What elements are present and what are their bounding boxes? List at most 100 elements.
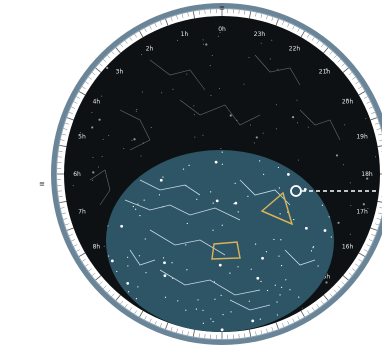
star [279,294,280,295]
star [243,84,244,85]
star [325,281,327,283]
hour-label: 19h [356,133,368,140]
star [278,255,279,256]
hour-label: 0h [218,26,226,33]
star [213,203,214,204]
star [151,127,152,128]
star [267,290,268,291]
star [363,203,365,205]
star [202,310,203,311]
star [66,254,67,255]
star [220,148,221,149]
star [222,152,223,153]
star [141,156,142,157]
star [378,284,379,285]
star [92,171,94,173]
star [165,297,166,298]
star [324,229,327,232]
star [120,225,123,228]
hour-label: 4h [93,99,101,106]
star [296,100,297,101]
hour-label: 3h [116,68,124,75]
star [277,314,278,315]
star [281,265,282,266]
star [203,39,204,40]
star [281,287,282,288]
star [65,325,66,326]
star [308,127,309,128]
star [133,138,135,140]
star [185,244,186,245]
star [247,196,248,197]
star [90,37,91,38]
star [230,114,232,116]
star [196,309,197,310]
star [212,55,213,56]
star [261,257,264,260]
star [366,177,368,179]
star [259,160,260,161]
star [277,69,278,70]
star [348,49,349,50]
star [297,122,298,123]
star [251,320,254,323]
star [336,154,338,156]
star [80,132,81,133]
hour-label: 7h [78,209,86,216]
star [251,269,252,270]
star [106,20,107,21]
star [136,298,137,299]
star [221,295,222,296]
star [91,126,93,128]
star [173,89,174,90]
star [218,36,219,37]
star [305,227,308,230]
star [153,16,154,17]
star [219,264,222,267]
star [229,273,230,274]
star [279,213,280,214]
star [215,161,218,164]
cardinal-mark-left: ≡ [39,180,45,188]
star [202,135,203,136]
hour-label: 16h [342,244,354,251]
star [249,301,250,302]
star [234,202,237,205]
star [255,244,256,245]
star [135,209,136,210]
star [136,111,137,112]
star [131,140,132,141]
star [298,160,299,161]
star [88,293,89,294]
star [221,328,224,331]
star [194,137,195,138]
star [285,279,286,280]
star [210,95,211,96]
star [142,91,143,92]
star [350,234,351,235]
star [160,179,163,182]
star [103,139,104,140]
star [293,219,294,220]
star [145,272,146,273]
star [163,261,166,264]
hour-label: 22h [289,45,301,52]
star [276,104,277,105]
star [102,156,103,157]
star [127,265,128,266]
star [375,156,376,157]
star [344,124,345,125]
star [194,114,195,115]
star [365,118,366,119]
star [369,268,370,269]
star [108,135,109,136]
visible-sky-window[interactable] [106,150,334,332]
star [314,323,317,326]
star [116,16,117,17]
star [177,40,178,41]
star [69,264,70,265]
star [270,58,271,59]
star [89,308,90,309]
star [260,281,261,282]
